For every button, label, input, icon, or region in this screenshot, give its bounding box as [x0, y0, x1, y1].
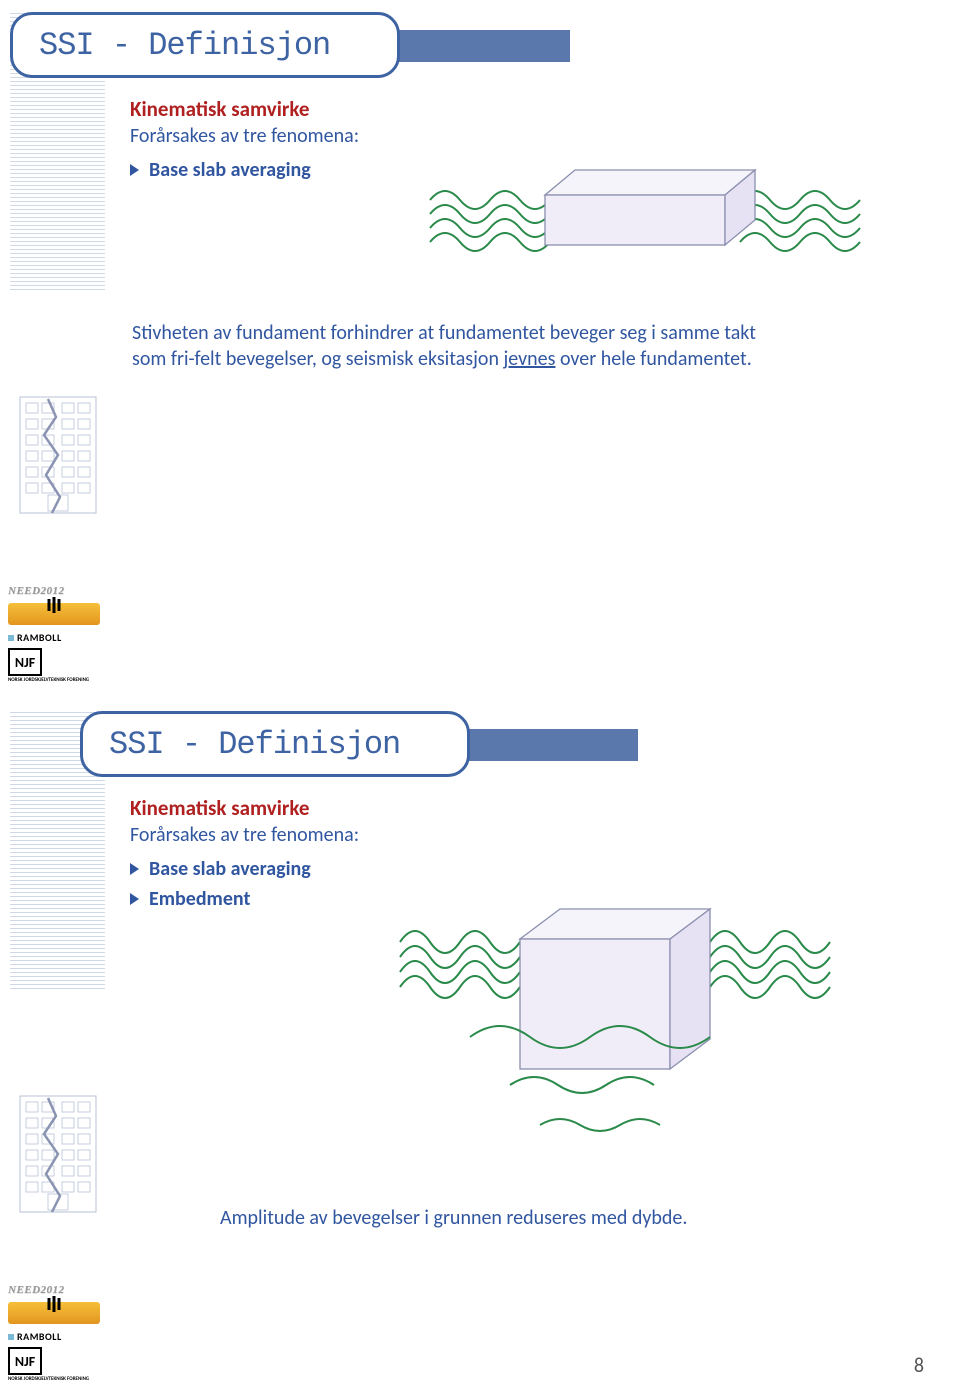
njf-subtitle: NORSK JORDSKJELVTEKNISK FORENING: [8, 1377, 108, 1382]
red-heading: Kinematisk samvirke: [130, 96, 920, 122]
sidebar: NEED2012 RAMBOLL NJF NORSK JORDSKJELVTEK…: [0, 0, 115, 699]
sidebar: NEED2012 RAMBOLL NJF NORSK JORDSKJELVTEK…: [0, 699, 115, 1398]
njf-subtitle: NORSK JORDSKJELVTEKNISK FORENING: [8, 678, 108, 683]
slide-title: SSI - Definisjon: [109, 726, 400, 763]
ramboll-label: RAMBOLL: [17, 631, 62, 644]
red-heading: Kinematisk samvirke: [130, 795, 920, 821]
title-box: SSI - Definisjon: [80, 711, 470, 777]
building-crack-icon: [18, 395, 98, 515]
sidebar-logos: NEED2012 RAMBOLL NJF NORSK JORDSKJELVTEK…: [8, 1284, 108, 1382]
base-slab-diagram: [420, 130, 880, 310]
slide-1: NEED2012 RAMBOLL NJF NORSK JORDSKJELVTEK…: [0, 0, 960, 699]
bullet-text: Base slab averaging: [149, 857, 311, 881]
ramboll-logo: RAMBOLL: [8, 1330, 108, 1343]
chevron-icon: [130, 164, 139, 176]
njf-logo: NJF: [8, 648, 42, 676]
page-number: 8: [914, 1354, 924, 1378]
embedment-diagram: [390, 897, 880, 1157]
slide-title: SSI - Definisjon: [39, 27, 330, 64]
need2012-label: NEED2012: [8, 585, 108, 597]
building-crack-icon: [18, 1094, 98, 1214]
njf-logo: NJF: [8, 1347, 42, 1375]
bullet-text: Embedment: [149, 887, 250, 911]
subline: Forårsakes av tre fenomena:: [130, 823, 920, 847]
body-paragraph: Stivheten av fundament forhindrer at fun…: [132, 320, 772, 372]
slide-2: NEED2012 RAMBOLL NJF NORSK JORDSKJELVTEK…: [0, 699, 960, 1398]
title-box: SSI - Definisjon: [10, 12, 400, 78]
chevron-icon: [130, 863, 139, 875]
body-underline: jevnes: [503, 347, 555, 371]
sidebar-logos: NEED2012 RAMBOLL NJF NORSK JORDSKJELVTEK…: [8, 585, 108, 683]
bullet-item: Base slab averaging: [130, 857, 920, 881]
chevron-icon: [130, 893, 139, 905]
ramboll-logo: RAMBOLL: [8, 631, 108, 644]
ramboll-label: RAMBOLL: [17, 1330, 62, 1343]
multiconsult-logo: [8, 1302, 100, 1324]
need2012-label: NEED2012: [8, 1284, 108, 1296]
bullet-text: Base slab averaging: [149, 158, 311, 182]
multiconsult-logo: [8, 603, 100, 625]
body-post: over hele fundamentet.: [555, 347, 751, 371]
body-paragraph: Amplitude av bevegelser i grunnen reduse…: [220, 1205, 860, 1231]
